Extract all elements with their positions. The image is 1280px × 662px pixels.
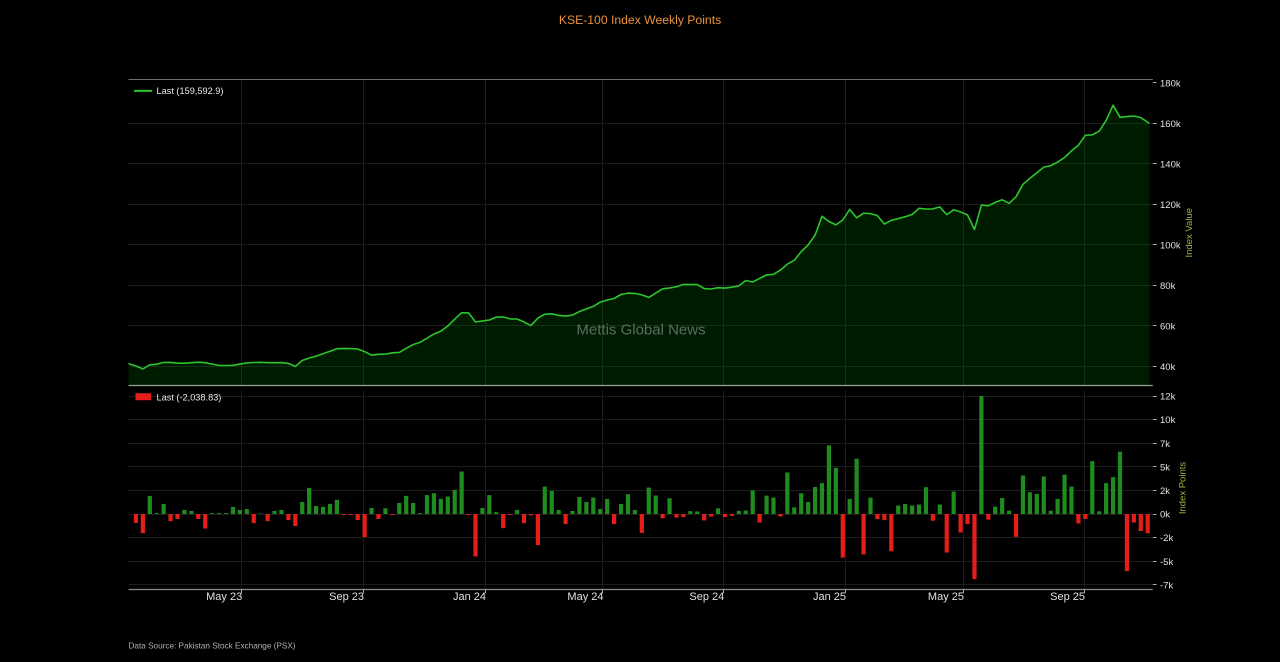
svg-text:Jan 24: Jan 24 — [453, 591, 486, 603]
svg-text:100k: 100k — [1160, 241, 1181, 252]
svg-text:5k: 5k — [1160, 462, 1170, 473]
svg-text:-7k: -7k — [1160, 580, 1173, 591]
svg-text:May 25: May 25 — [928, 591, 964, 603]
svg-text:60k: 60k — [1160, 322, 1176, 333]
svg-text:Last (-2,038.83): Last (-2,038.83) — [157, 392, 222, 402]
svg-text:-5k: -5k — [1160, 557, 1173, 568]
svg-text:KSE-100 Index Weekly Points: KSE-100 Index Weekly Points — [559, 13, 721, 27]
svg-text:120k: 120k — [1160, 200, 1181, 211]
svg-text:-2k: -2k — [1160, 533, 1173, 544]
svg-text:7k: 7k — [1160, 439, 1170, 450]
svg-text:Sep 23: Sep 23 — [329, 591, 364, 603]
svg-text:180k: 180k — [1160, 79, 1181, 90]
svg-text:160k: 160k — [1160, 119, 1181, 130]
svg-text:Mettis Global News: Mettis Global News — [576, 322, 705, 339]
svg-text:40k: 40k — [1160, 362, 1176, 373]
svg-text:2k: 2k — [1160, 486, 1170, 497]
svg-text:140k: 140k — [1160, 160, 1181, 171]
svg-text:May 24: May 24 — [567, 591, 603, 603]
svg-text:Last (159,592.9): Last (159,592.9) — [157, 86, 224, 96]
svg-text:Sep 25: Sep 25 — [1050, 591, 1085, 603]
svg-text:12k: 12k — [1160, 392, 1176, 403]
svg-text:Jan 25: Jan 25 — [813, 591, 846, 603]
svg-text:80k: 80k — [1160, 281, 1176, 292]
svg-text:Data Source: Pakistan Stock Ex: Data Source: Pakistan Stock Exchange (PS… — [129, 642, 296, 651]
svg-text:Index Points: Index Points — [1178, 462, 1189, 515]
svg-text:Sep 24: Sep 24 — [689, 591, 724, 603]
svg-text:May 23: May 23 — [206, 591, 242, 603]
svg-text:10k: 10k — [1160, 415, 1176, 426]
svg-text:Index Value: Index Value — [1184, 208, 1195, 257]
svg-text:0k: 0k — [1160, 510, 1170, 521]
